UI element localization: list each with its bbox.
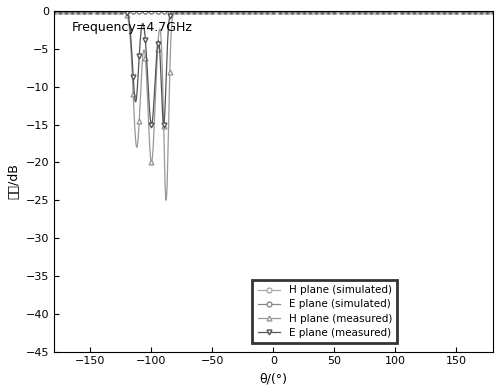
E plane (measured) (104, 9, 110, 13)
E plane (simulated) (51, 9, 57, 13)
H plane (measured) (104, 9, 110, 13)
H plane (simulated) (490, 9, 496, 13)
H plane (measured) (354, 9, 360, 13)
E plane (measured) (160, 123, 166, 127)
E plane (measured) (490, 9, 496, 13)
H plane (measured) (390, 9, 396, 13)
H plane (measured) (51, 9, 57, 13)
Line: H plane (simulated): H plane (simulated) (52, 9, 496, 13)
Line: H plane (measured): H plane (measured) (52, 9, 496, 203)
H plane (simulated) (188, 9, 194, 13)
E plane (measured) (188, 9, 194, 13)
H plane (simulated) (390, 9, 396, 13)
Y-axis label: 幅度/dB: 幅度/dB (7, 163, 20, 199)
H plane (simulated) (354, 9, 360, 13)
H plane (measured) (290, 9, 296, 13)
E plane (simulated) (490, 9, 496, 13)
H plane (simulated) (104, 9, 110, 13)
H plane (measured) (103, 9, 109, 13)
Line: E plane (measured): E plane (measured) (52, 9, 496, 127)
E plane (simulated) (78, 9, 84, 13)
H plane (simulated) (103, 9, 109, 13)
Text: Frequency=4.7GHz: Frequency=4.7GHz (72, 21, 192, 34)
E plane (measured) (290, 9, 296, 13)
E plane (measured) (103, 9, 109, 13)
E plane (simulated) (354, 9, 360, 13)
E plane (measured) (354, 9, 360, 13)
E plane (simulated) (390, 9, 396, 13)
Line: E plane (simulated): E plane (simulated) (52, 9, 496, 13)
H plane (simulated) (78, 9, 84, 13)
H plane (measured) (163, 198, 169, 203)
E plane (simulated) (104, 9, 110, 13)
E plane (measured) (51, 9, 57, 13)
E plane (measured) (390, 9, 396, 13)
E plane (simulated) (188, 9, 194, 13)
E plane (measured) (78, 9, 84, 13)
X-axis label: θ/(°): θ/(°) (260, 372, 287, 385)
H plane (simulated) (51, 9, 57, 13)
E plane (simulated) (103, 9, 109, 13)
H plane (measured) (188, 9, 194, 13)
H plane (measured) (78, 9, 84, 13)
Legend: H plane (simulated), E plane (simulated), H plane (measured), E plane (measured): H plane (simulated), E plane (simulated)… (252, 280, 398, 343)
H plane (measured) (490, 9, 496, 13)
